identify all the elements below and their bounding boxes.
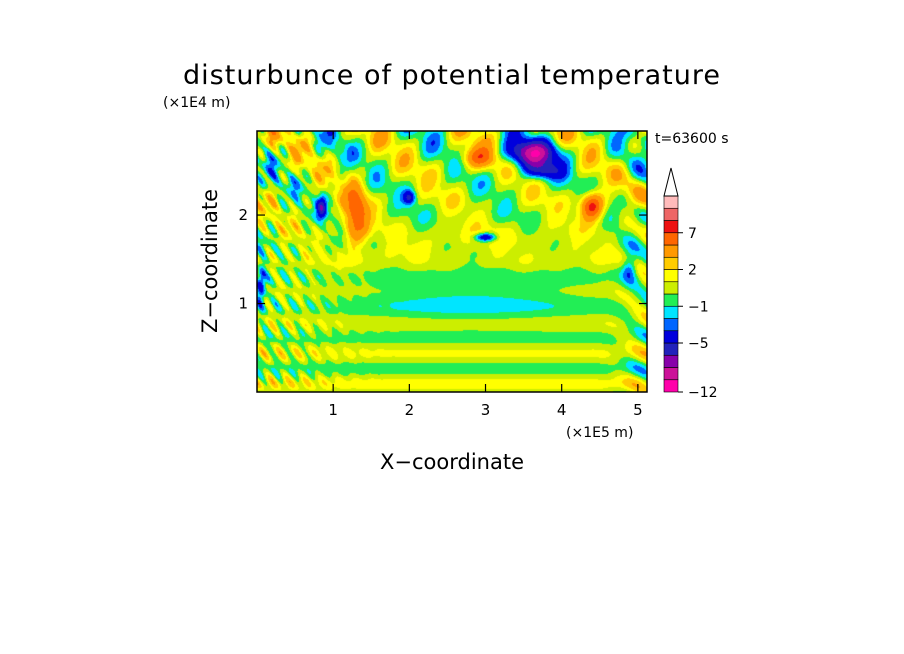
y-scale-note: (×1E4 m) (163, 95, 230, 111)
colorbar-tick-label: −5 (688, 336, 709, 352)
colorbar-segment (663, 379, 679, 393)
colorbar-segment (663, 195, 679, 209)
colorbar-tick-label: 2 (688, 263, 697, 279)
x-tick-label: 4 (557, 401, 567, 419)
x-tick-label: 2 (405, 401, 415, 419)
x-axis-label: X−coordinate (380, 450, 524, 474)
y-tick-label: 2 (238, 206, 248, 224)
colorbar-segment (663, 220, 679, 234)
colorbar-segment (663, 256, 679, 270)
colorbar-segment (663, 305, 679, 319)
time-label: t=63600 s (655, 131, 729, 147)
colorbar-tick-label: −1 (688, 299, 709, 315)
plot-area (256, 130, 648, 393)
x-tick-label: 5 (633, 401, 643, 419)
x-tick-label: 1 (328, 401, 338, 419)
colorbar-tick-label: 7 (688, 226, 697, 242)
colorbar-segment (663, 354, 679, 368)
x-scale-note: (×1E5 m) (566, 425, 633, 441)
chart-title: disturbunce of potential temperature (183, 60, 721, 91)
colorbar: 7 2 −1 −5 −12 (663, 167, 718, 401)
y-tick-label: 1 (238, 295, 248, 313)
y-axis: 12 (238, 206, 647, 313)
colorbar-tick-label: −12 (688, 385, 718, 401)
plot-frame (256, 130, 648, 393)
contour-field (257, 131, 647, 392)
colorbar-segment (663, 232, 679, 246)
y-axis-label: Z−coordinate (198, 189, 222, 333)
colorbar-segment (663, 269, 679, 283)
colorbar-segment (663, 293, 679, 307)
colorbar-segment (663, 367, 679, 381)
colorbar-segment (663, 281, 679, 295)
colorbar-segment (663, 318, 679, 332)
colorbar-segment (663, 330, 679, 344)
colorbar-segment (663, 244, 679, 258)
x-axis: 1 2 3 4 5 (328, 131, 643, 419)
colorbar-extend-arrow (663, 167, 679, 197)
colorbar-segment (663, 207, 679, 221)
colorbar-segment (663, 342, 679, 356)
x-tick-label: 3 (481, 401, 491, 419)
